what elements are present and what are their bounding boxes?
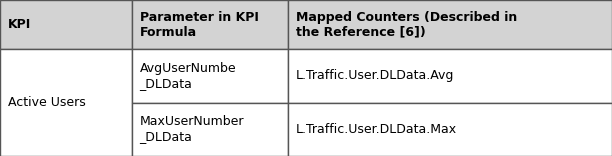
Text: Active Users: Active Users <box>8 96 86 109</box>
Text: KPI: KPI <box>8 18 31 31</box>
Bar <box>132 0 288 49</box>
Bar <box>0 49 132 156</box>
Bar <box>288 103 612 156</box>
Bar <box>132 103 288 156</box>
Text: Mapped Counters (Described in
the Reference [6]): Mapped Counters (Described in the Refere… <box>296 11 517 39</box>
Bar <box>288 0 612 49</box>
Text: L.Traffic.User.DLData.Max: L.Traffic.User.DLData.Max <box>296 123 457 136</box>
Bar <box>288 49 612 103</box>
Bar <box>0 0 132 49</box>
Text: L.Traffic.User.DLData.Avg: L.Traffic.User.DLData.Avg <box>296 69 454 82</box>
Bar <box>132 49 288 103</box>
Text: MaxUserNumber
_DLData: MaxUserNumber _DLData <box>140 115 244 143</box>
Text: Parameter in KPI
Formula: Parameter in KPI Formula <box>140 11 258 39</box>
Text: AvgUserNumbe
_DLData: AvgUserNumbe _DLData <box>140 62 236 90</box>
